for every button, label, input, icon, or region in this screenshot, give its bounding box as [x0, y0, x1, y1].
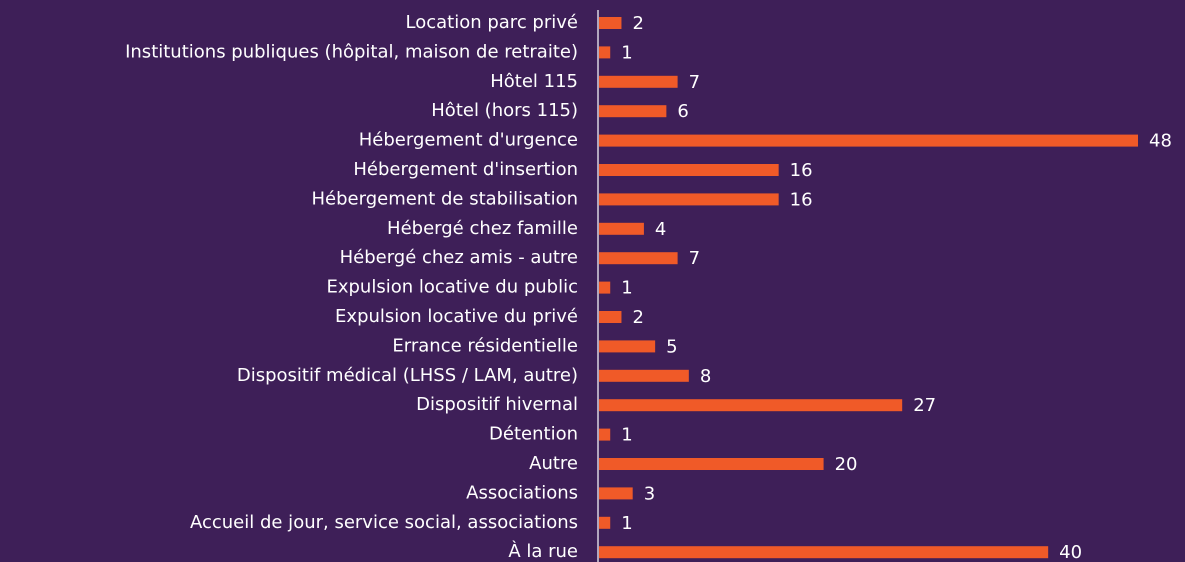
value-label: 4 [655, 219, 666, 240]
bar [599, 369, 689, 382]
y-tick-label: Hébergé chez amis - autre [340, 247, 578, 268]
bar [599, 134, 1138, 147]
value-label: 2 [632, 307, 643, 328]
value-label: 48 [1149, 131, 1172, 152]
bar [599, 75, 678, 88]
bar [599, 105, 667, 118]
value-label: 1 [621, 278, 632, 299]
bar [599, 281, 611, 294]
value-label: 7 [689, 72, 700, 93]
bar [599, 164, 779, 176]
y-tick-label: Expulsion locative du privé [335, 306, 578, 327]
bar [599, 487, 633, 500]
value-label: 27 [913, 395, 936, 416]
value-label: 3 [644, 483, 655, 504]
value-label: 5 [666, 336, 677, 357]
value-label: 20 [835, 454, 858, 475]
value-label: 1 [621, 425, 632, 446]
value-label: 6 [677, 101, 688, 122]
bar [599, 428, 611, 441]
y-tick-label: Autre [529, 453, 578, 474]
y-tick-label: Accueil de jour, service social, associa… [190, 512, 578, 533]
bar [599, 222, 644, 235]
value-label: 16 [790, 189, 813, 210]
bar [599, 516, 611, 529]
bar [599, 399, 903, 412]
y-tick-label: Hébergement d'insertion [353, 159, 578, 180]
value-label: 2 [632, 13, 643, 34]
y-tick-label: Hôtel (hors 115) [431, 100, 578, 121]
y-tick-label: Détention [489, 424, 578, 445]
y-tick-label: À la rue [508, 540, 578, 562]
y-tick-label: Hébergé chez famille [387, 218, 578, 239]
value-label: 16 [790, 160, 813, 181]
bar [599, 252, 678, 265]
bar [599, 311, 622, 323]
y-tick-label: Hébergement de stabilisation [312, 188, 579, 209]
y-tick-label: Dispositif médical (LHSS / LAM, autre) [237, 365, 578, 386]
value-label: 40 [1059, 542, 1082, 562]
y-tick-label: Institutions publiques (hôpital, maison … [125, 41, 578, 62]
bar [599, 546, 1049, 559]
y-tick-label: Errance résidentielle [392, 335, 578, 356]
bar [599, 193, 779, 206]
y-tick-label: Location parc privé [406, 12, 579, 33]
bar [599, 17, 622, 29]
y-tick-label: Dispositif hivernal [416, 394, 578, 415]
value-label: 7 [689, 248, 700, 269]
y-tick-label: Hôtel 115 [490, 71, 578, 92]
y-tick-label: Hébergement d'urgence [359, 130, 578, 151]
bar [599, 458, 824, 470]
value-label: 1 [621, 513, 632, 534]
y-tick-label: Expulsion locative du public [326, 277, 578, 298]
y-tick-label: Associations [466, 482, 578, 503]
value-label: 8 [700, 366, 711, 387]
value-label: 1 [621, 42, 632, 63]
bar [599, 340, 656, 353]
bar [599, 46, 611, 59]
